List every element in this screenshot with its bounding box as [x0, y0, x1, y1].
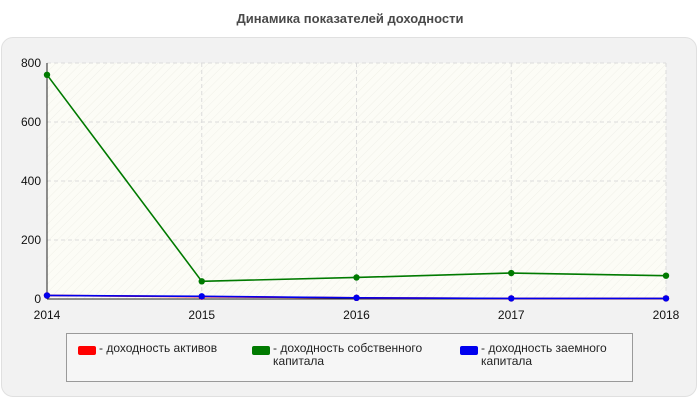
- legend-label-debt: - доходность заемного капитала: [481, 341, 607, 368]
- data-point-2: [198, 293, 205, 300]
- data-point-2: [508, 295, 515, 302]
- legend-item-debt[interactable]: - доходность заемного капитала: [460, 342, 607, 368]
- y-tick-label: 600: [21, 115, 41, 129]
- data-point-1: [43, 71, 51, 79]
- grid: [47, 62, 667, 299]
- legend-item-assets[interactable]: - доходность активов: [78, 342, 217, 355]
- y-tick-label: 400: [21, 174, 41, 188]
- data-point-1: [353, 274, 360, 281]
- data-point-2: [662, 295, 670, 302]
- data-point-1: [662, 272, 670, 279]
- legend-swatch-debt: [460, 346, 478, 355]
- y-tick-label: 0: [34, 292, 41, 306]
- chart-title: Динамика показателей доходности: [236, 11, 464, 26]
- x-tick-label: 2016: [343, 308, 370, 322]
- data-point-1: [198, 278, 205, 285]
- x-tick-label: 2014: [34, 308, 61, 322]
- x-tick-label: 2018: [653, 308, 680, 322]
- data-point-2: [43, 292, 51, 299]
- x-tick-label: 2015: [188, 308, 215, 322]
- legend: - доходность активов - доходность собств…: [66, 333, 633, 382]
- data-point-2: [353, 294, 360, 302]
- legend-swatch-equity: [252, 346, 270, 355]
- x-tick-label: 2017: [498, 308, 525, 322]
- data-point-1: [508, 269, 515, 277]
- y-tick-label: 200: [21, 233, 41, 247]
- legend-label-equity: - доходность собственного капитала: [273, 341, 423, 368]
- legend-item-equity[interactable]: - доходность собственного капитала: [252, 342, 422, 368]
- series-lines: [43, 71, 670, 302]
- tick-labels: 0 200 400 600 800 2014 2015 2016 2017 2018: [21, 56, 680, 322]
- legend-label-assets: - доходность активов: [99, 341, 218, 355]
- legend-swatch-assets: [78, 346, 96, 355]
- y-tick-label: 800: [21, 56, 41, 70]
